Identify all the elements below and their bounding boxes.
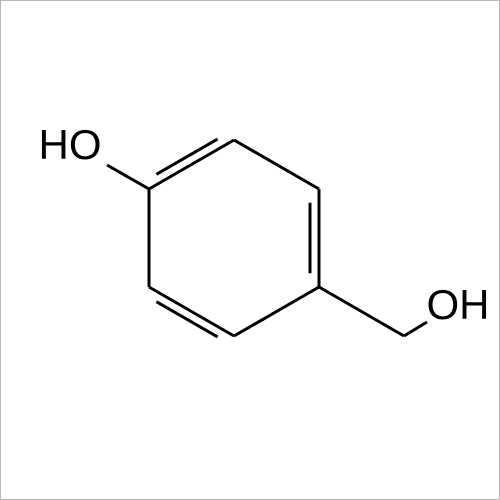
bond-line <box>234 140 319 189</box>
bond-line <box>107 165 149 189</box>
bond-line <box>149 287 234 336</box>
molecule-canvas: HO OH <box>0 0 500 500</box>
hydroxyl-label-upper: HO <box>39 121 102 169</box>
bond-line <box>156 139 217 174</box>
hydroxyl-label-lower: OH <box>427 281 490 329</box>
molecule-svg <box>0 0 500 500</box>
bond-line <box>149 140 234 189</box>
bond-line <box>156 302 217 337</box>
canvas-border <box>1 1 500 500</box>
bond-line <box>234 287 319 336</box>
bond-line <box>404 322 427 336</box>
bond-line <box>319 287 404 336</box>
